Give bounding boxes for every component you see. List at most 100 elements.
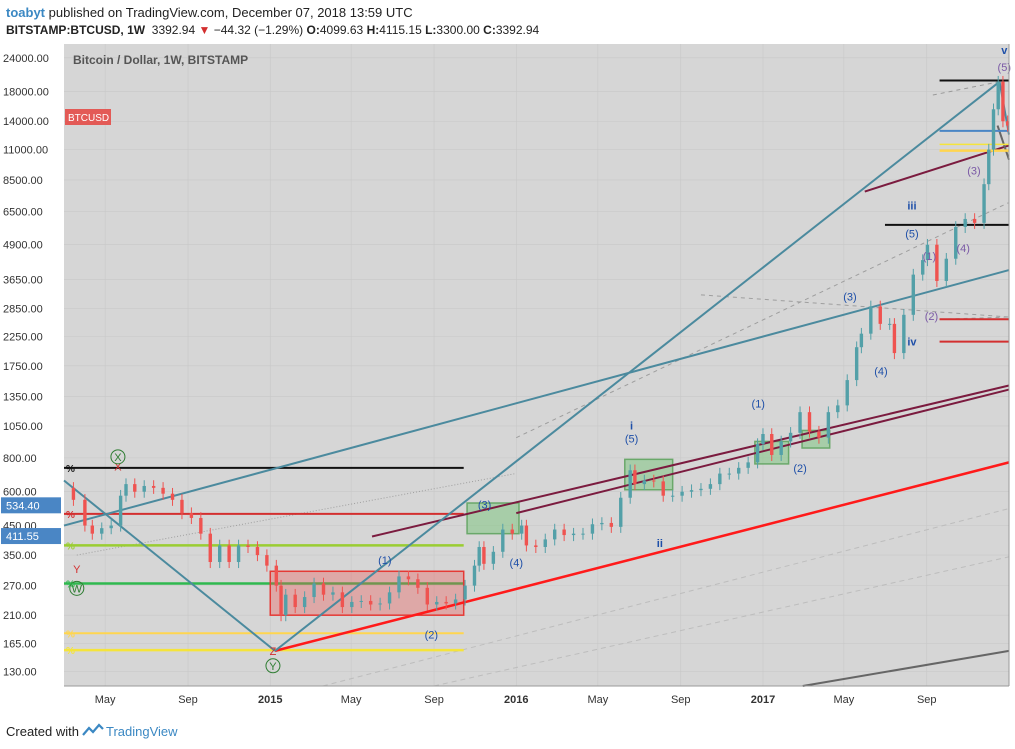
wave-label: Y xyxy=(269,661,277,673)
price-badge-label: 411.55 xyxy=(6,531,39,543)
wave-label: (1) xyxy=(752,398,765,410)
wave-label: i xyxy=(630,420,633,432)
price-axis[interactable]: 24000.00 18000.00 14000.00 11000.00 8500.00 6… xyxy=(1,44,1010,686)
trendline-maroon xyxy=(371,384,1010,538)
open-label: O: xyxy=(306,23,320,37)
candle-body xyxy=(124,484,128,496)
candle-body xyxy=(378,603,382,605)
candle-body xyxy=(661,481,665,496)
candle-body xyxy=(425,587,430,605)
wave-label: (5) xyxy=(905,229,918,241)
candle-body xyxy=(991,109,996,150)
candle-body xyxy=(892,323,897,354)
channel-dash-line xyxy=(700,294,1010,318)
candle-body xyxy=(642,480,647,485)
wave-label: (1) xyxy=(378,555,391,567)
candle-body xyxy=(798,412,802,433)
down-arrow-icon: ▼ xyxy=(198,23,211,37)
time-axis[interactable]: May Sep 2015 May Sep 2016 May Sep 2017 May Sep xyxy=(64,685,1009,706)
symbol-label: BITSTAMP:BTCUSD, 1W xyxy=(6,23,146,37)
created-with-label: Created with xyxy=(6,724,79,739)
candle-body xyxy=(935,244,939,281)
candle-body xyxy=(340,592,345,608)
grid xyxy=(64,44,1009,686)
candle-body xyxy=(770,434,774,455)
wave-label: Y xyxy=(73,564,81,576)
last-price: 3392.94 xyxy=(151,23,196,37)
candle-body xyxy=(845,380,849,406)
plot-background xyxy=(64,44,1009,686)
candle-body xyxy=(633,470,637,485)
candle-body xyxy=(331,592,335,595)
candle-body xyxy=(453,599,458,604)
candle-body xyxy=(312,583,316,598)
candle-body xyxy=(755,444,760,463)
trendline-maroon xyxy=(516,388,1010,515)
candle-body xyxy=(746,462,750,468)
wave-label: iii xyxy=(907,201,916,213)
wave-label: (2) xyxy=(925,311,938,323)
price-tick-label: 3650.00 xyxy=(3,274,43,286)
candle-body xyxy=(571,533,576,536)
candle-body xyxy=(350,601,354,608)
trendline-teal xyxy=(274,80,1001,652)
price-tick-label: 165.00 xyxy=(3,639,37,651)
wave-label: X xyxy=(114,461,122,473)
percent-marker: % xyxy=(66,629,75,640)
candle-body xyxy=(680,491,684,496)
wave-label: (5) xyxy=(998,62,1011,74)
wave-circle xyxy=(110,449,126,465)
candle-body xyxy=(987,149,991,185)
channel-dash-line xyxy=(516,202,1009,439)
chart-area[interactable]: X X Y W Z Y (1) (2) (3) (4) i (5) ii (1) (2) (3) (4) iii(… xyxy=(0,44,1015,715)
time-tick-label: 2016 xyxy=(504,694,528,706)
candle-body xyxy=(133,484,137,492)
price-tick-label: 210.00 xyxy=(3,610,37,622)
candle-body xyxy=(854,347,859,381)
candle-body xyxy=(284,594,288,616)
candle-body xyxy=(151,485,156,488)
footer: Created with TradingView xyxy=(0,715,1015,749)
wave-label: ii xyxy=(657,538,663,550)
wave-label: (2) xyxy=(793,463,806,475)
trendline-maroon xyxy=(864,144,1010,193)
time-tick-label: May xyxy=(833,694,854,706)
wave-label: Z xyxy=(270,646,277,658)
candle-body xyxy=(727,473,731,475)
candle-body xyxy=(600,522,604,525)
price-tick-label: 1750.00 xyxy=(3,361,43,373)
candle-body xyxy=(274,565,279,586)
candle-body xyxy=(609,522,614,527)
tradingview-logo-icon xyxy=(82,723,104,736)
candle-body xyxy=(921,260,925,275)
candle-body xyxy=(321,583,326,595)
time-tick-label: Sep xyxy=(917,694,937,706)
percent-marker: % xyxy=(66,646,75,657)
candle-body xyxy=(491,551,496,564)
candle-body xyxy=(581,533,585,535)
ohlc-line: BITSTAMP:BTCUSD, 1W 3392.94 ▼ −44.32 (−1… xyxy=(6,23,539,37)
candle-body xyxy=(689,490,694,492)
candle-body xyxy=(71,487,76,500)
price-tick-label: 1050.00 xyxy=(3,421,43,433)
tradingview-brand[interactable]: TradingView xyxy=(106,724,178,739)
wave-label: (3) xyxy=(967,166,980,178)
candle-body xyxy=(963,218,967,227)
candle-body xyxy=(501,529,505,552)
candle-body xyxy=(359,600,363,602)
wave-label: (1) xyxy=(923,251,936,263)
candles xyxy=(71,75,1010,622)
candle-body xyxy=(826,412,831,438)
price-tick-label: 1350.00 xyxy=(3,391,43,403)
price-chart[interactable]: XXYWZY(1)(2)(3)(4)i(5)ii(1)(2)(3)(4)iii(… xyxy=(0,44,1015,715)
candle-body xyxy=(944,258,949,281)
candle-body xyxy=(552,529,557,540)
candle-body xyxy=(807,412,812,432)
author-name[interactable]: toabyt xyxy=(6,5,45,20)
candle-body xyxy=(902,314,906,354)
candle-body xyxy=(887,323,892,325)
candle-body xyxy=(435,601,439,605)
candle-body xyxy=(265,555,269,566)
candle-body xyxy=(996,81,1000,110)
price-tick-label: 18000.00 xyxy=(3,87,49,99)
